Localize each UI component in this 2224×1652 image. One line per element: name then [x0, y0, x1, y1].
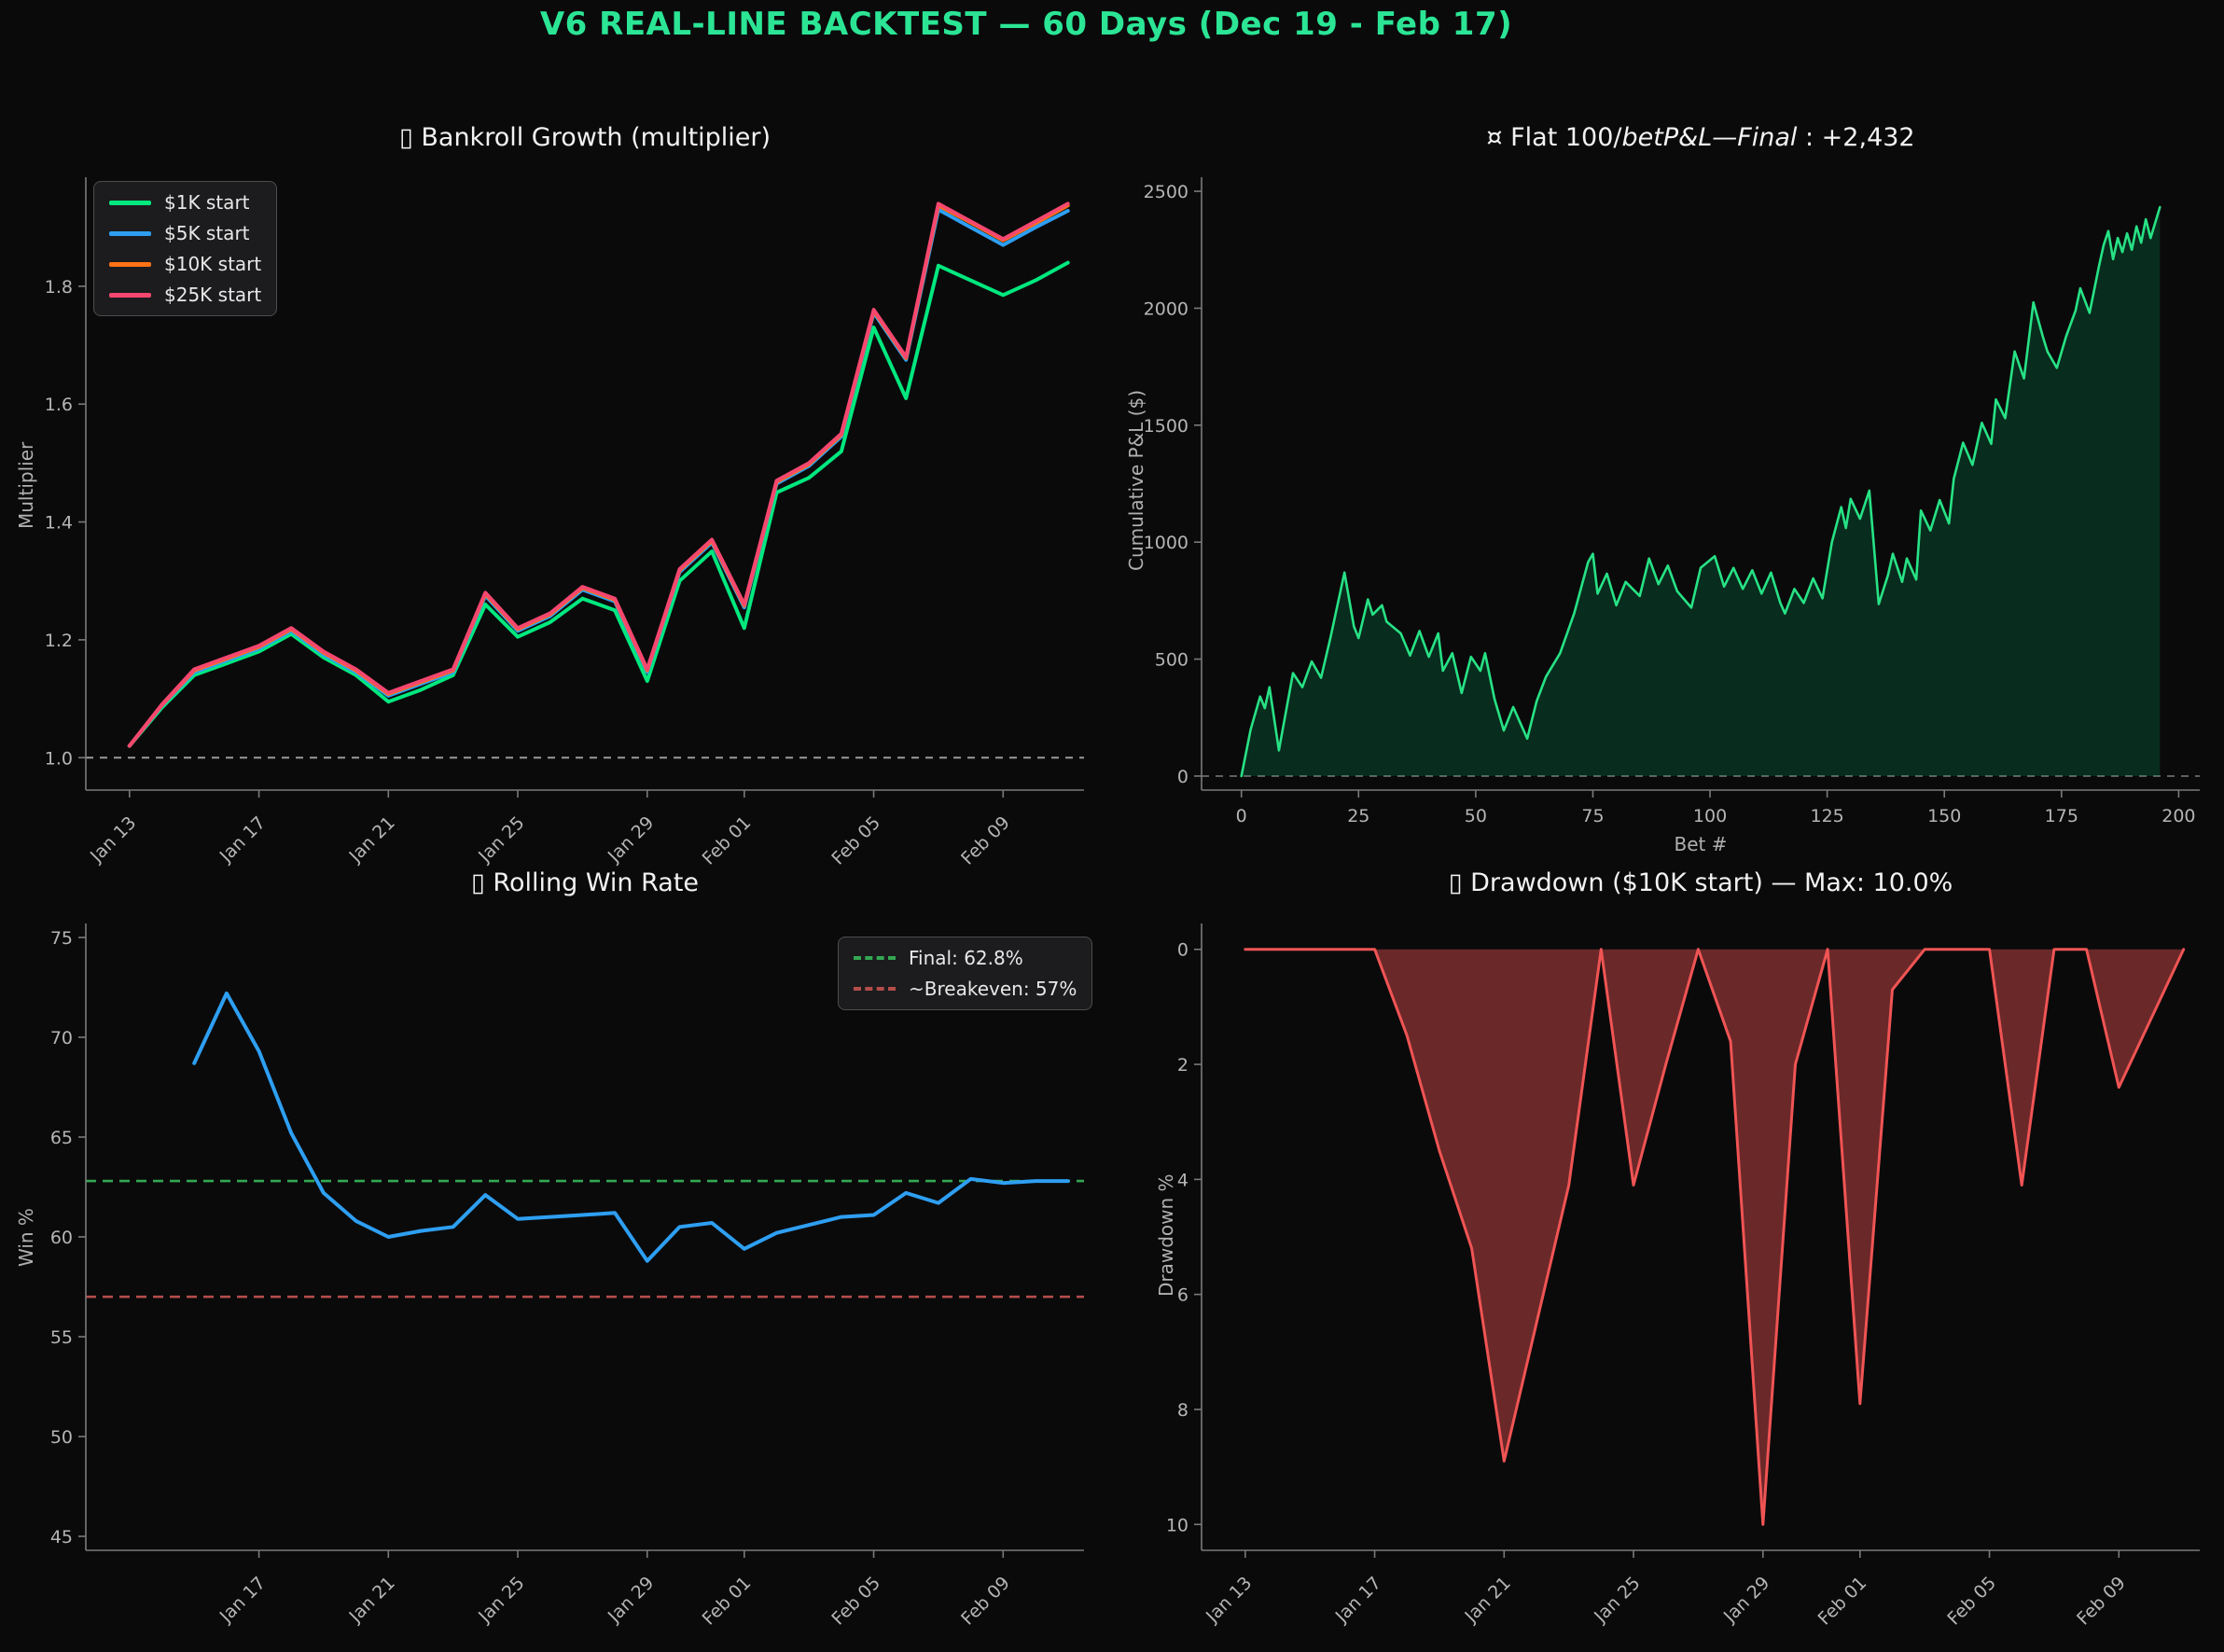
svg-text:175: 175	[2045, 806, 2078, 826]
svg-text:45: 45	[50, 1527, 73, 1548]
svg-text:1.2: 1.2	[45, 631, 73, 651]
svg-text:6: 6	[1177, 1285, 1188, 1306]
svg-text:2: 2	[1177, 1055, 1188, 1076]
svg-text:75: 75	[50, 928, 73, 949]
legend-swatch	[109, 230, 151, 236]
svg-text:8: 8	[1177, 1400, 1188, 1421]
y-axis-label-drawdown: Drawdown %	[1155, 1173, 1177, 1297]
legend-swatch	[854, 956, 896, 960]
legend-label: $1K start	[164, 191, 250, 214]
main-title: V6 REAL-LINE BACKTEST — 60 Days (Dec 19 …	[539, 6, 1513, 43]
svg-text:4: 4	[1177, 1170, 1188, 1190]
svg-text:1500: 1500	[1144, 416, 1188, 437]
svg-text:Jan 29: Jan 29	[1719, 1573, 1773, 1627]
svg-text:1.0: 1.0	[45, 748, 73, 769]
legend-item: $5K start	[109, 222, 261, 244]
pnl-title-italic: betP&L—Final	[1621, 123, 1798, 152]
svg-text:25: 25	[1347, 806, 1369, 826]
svg-text:100: 100	[1693, 806, 1727, 826]
legend-swatch	[854, 987, 896, 991]
legend-item: Final: 62.8%	[854, 947, 1077, 969]
svg-text:55: 55	[50, 1327, 73, 1348]
svg-text:65: 65	[50, 1128, 73, 1148]
chart-title-pnl: ¤ Flat 100/betP&L—Final : +2,432	[1202, 123, 2200, 152]
legend-label: Final: 62.8%	[909, 947, 1023, 969]
svg-text:Feb 05: Feb 05	[1943, 1573, 2000, 1630]
pnl-title-prefix: ¤ Flat 100/	[1486, 123, 1622, 152]
svg-text:500: 500	[1155, 650, 1188, 671]
svg-text:200: 200	[2161, 806, 2195, 826]
legend-label: $5K start	[164, 222, 250, 244]
legend-label: $25K start	[164, 284, 262, 306]
svg-text:2500: 2500	[1144, 182, 1188, 202]
y-axis-label-pnl: Cumulative P&L ($)	[1125, 390, 1147, 571]
svg-text:1.6: 1.6	[45, 395, 73, 415]
legend-label: ~Breakeven: 57%	[909, 978, 1077, 1000]
svg-text:50: 50	[1465, 806, 1487, 826]
legend-item: $1K start	[109, 191, 261, 214]
svg-text:1.4: 1.4	[45, 513, 73, 534]
svg-text:1000: 1000	[1144, 533, 1188, 553]
chart-title-drawdown: ▯ Drawdown ($10K start) — Max: 10.0%	[1448, 868, 1953, 897]
legend-item: $10K start	[109, 253, 261, 275]
legend-item: ~Breakeven: 57%	[854, 978, 1077, 1000]
svg-text:10: 10	[1166, 1515, 1188, 1535]
pnl-title-suffix: : +2,432	[1797, 123, 1915, 152]
bankroll-legend: $1K start $5K start $10K start $25K start	[93, 181, 278, 316]
x-axis-label-pnl: Bet #	[1674, 833, 1728, 855]
svg-text:Feb 01: Feb 01	[1814, 1573, 1871, 1630]
legend-swatch	[109, 200, 151, 205]
svg-text:70: 70	[50, 1028, 73, 1048]
svg-text:125: 125	[1811, 806, 1844, 826]
legend-label: $10K start	[164, 253, 262, 275]
svg-text:Jan 13: Jan 13	[1202, 1573, 1256, 1627]
winrate-legend: Final: 62.8% ~Breakeven: 57%	[838, 937, 1093, 1010]
svg-text:Jan 25: Jan 25	[1590, 1573, 1644, 1627]
legend-item: $25K start	[109, 284, 261, 306]
svg-text:50: 50	[50, 1427, 73, 1448]
svg-text:75: 75	[1581, 806, 1604, 826]
svg-text:60: 60	[50, 1228, 73, 1248]
svg-text:0: 0	[1236, 806, 1247, 826]
svg-text:Jan 17: Jan 17	[1331, 1573, 1385, 1627]
legend-swatch	[109, 261, 151, 267]
y-axis-label-bankroll: Multiplier	[15, 441, 37, 529]
chart-title-bankroll: ▯ Bankroll Growth (multiplier)	[398, 123, 771, 152]
y-axis-label-winrate: Win %	[15, 1208, 37, 1267]
svg-text:0: 0	[1177, 767, 1188, 787]
svg-text:2000: 2000	[1144, 298, 1188, 319]
legend-swatch	[109, 292, 151, 298]
svg-text:Jan 21: Jan 21	[1460, 1573, 1514, 1627]
svg-text:150: 150	[1927, 806, 1961, 826]
chart-title-winrate: ▯ Rolling Win Rate	[470, 868, 700, 897]
svg-text:Feb 09: Feb 09	[2073, 1573, 2130, 1630]
svg-text:0: 0	[1177, 940, 1188, 961]
svg-text:1.8: 1.8	[45, 277, 73, 298]
